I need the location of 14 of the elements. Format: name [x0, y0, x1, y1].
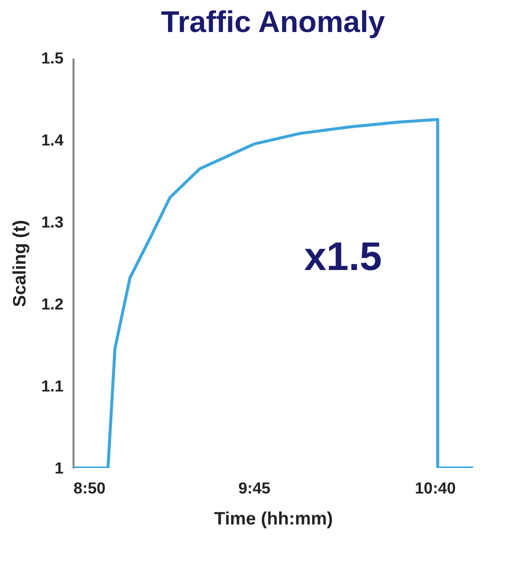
y-tick-label: 1.4 — [41, 132, 64, 150]
annotation: x1.5 — [304, 235, 382, 279]
y-axis-title: Scaling (t) — [9, 220, 30, 308]
chart-title: Traffic Anomaly — [161, 6, 386, 39]
x-tick-label: 10:40 — [414, 480, 456, 498]
line-series — [73, 118, 473, 468]
y-tick-label: 1.5 — [41, 50, 64, 68]
x-axis-title: Time (hh:mm) — [214, 508, 333, 528]
y-tick-label: 1.3 — [41, 214, 64, 232]
y-tick-label: 1.1 — [41, 378, 64, 396]
x-tick-label: 8:50 — [74, 480, 106, 498]
x-tick-label: 9:45 — [238, 480, 271, 498]
y-tick-label: 1.2 — [41, 296, 64, 314]
y-tick-label: 1 — [54, 460, 64, 478]
